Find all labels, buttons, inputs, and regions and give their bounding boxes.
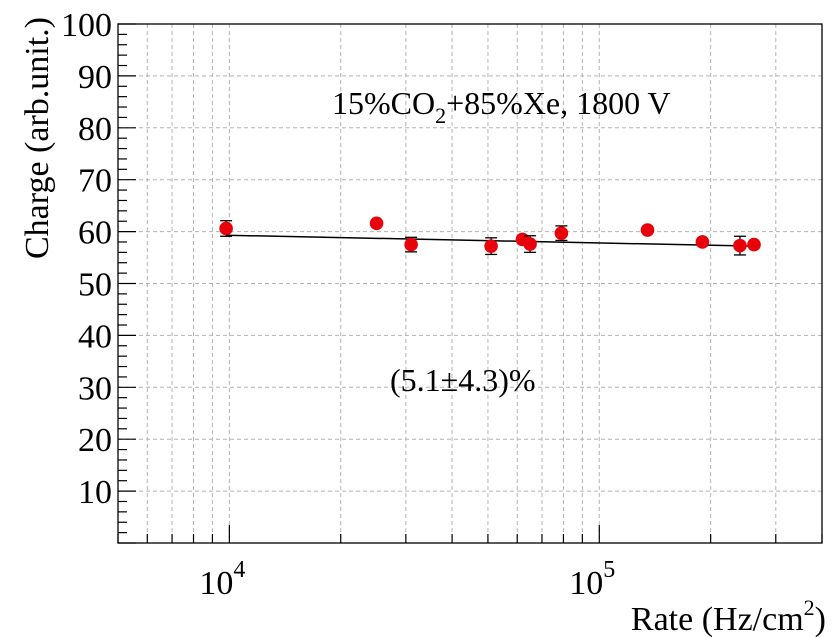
point-marker [747,237,761,252]
x-axis-title-sup: 2 [804,595,815,620]
y-axis-title: Charge (arb.unit.) [19,17,56,259]
point-marker [523,237,537,251]
x-tick-label: 104 [199,557,245,602]
grid [117,23,823,543]
data-point [747,237,761,252]
data-point [695,235,710,249]
data-point [523,235,537,254]
axis-ticks [117,23,823,544]
y-tick-label: 40 [78,318,112,355]
data-point [640,223,655,237]
gas-annotation-part-2: +85%Xe, 1800 V [446,85,671,121]
y-tick-label: 20 [78,422,112,459]
gas-annotation-part-1: 15%CO [332,85,435,121]
x-axis-title-suffix: ) [815,601,826,638]
x-tick-label: 105 [569,557,615,602]
y-tick-label: 10 [78,474,112,511]
data-point [219,220,233,237]
point-marker [733,238,747,253]
x-axis-title: Rate (Hz/cm2) [631,595,826,638]
y-tick-label: 60 [78,215,112,252]
gas-annotation-subscript: 2 [435,103,446,128]
y-tick-label: 90 [78,59,112,96]
data-point [404,236,418,253]
point-marker [554,226,569,240]
y-tick-label: 50 [78,267,112,304]
point-marker [484,239,498,253]
x-tick-label-exp: 5 [603,557,615,583]
point-marker [404,237,418,252]
y-tick-label: 80 [78,111,112,148]
x-tick-label-base: 10 [199,565,233,602]
gas-mixture-annotation: 15%CO2+85%Xe, 1800 V [332,85,671,128]
y-tick-label: 100 [61,7,112,44]
x-axis-title-main: Rate (Hz/cm [631,601,804,638]
data-point [369,216,384,231]
slope-annotation: (5.1±4.3)% [390,362,536,398]
point-marker [640,223,655,237]
y-tick-label: 30 [78,370,112,407]
point-marker [369,216,384,231]
x-tick-label-base: 10 [569,565,603,602]
data-point [554,225,569,242]
y-tick-label: 70 [78,163,112,200]
data-point [484,237,498,256]
data-points [219,216,761,256]
data-point [733,235,747,256]
point-marker [219,221,233,236]
x-tick-label-exp: 4 [233,557,245,583]
y-tick-labels: 10 20 30 40 50 60 70 80 90 100 [61,7,112,511]
point-marker [695,235,710,249]
x-tick-labels: 104 105 [199,557,615,602]
